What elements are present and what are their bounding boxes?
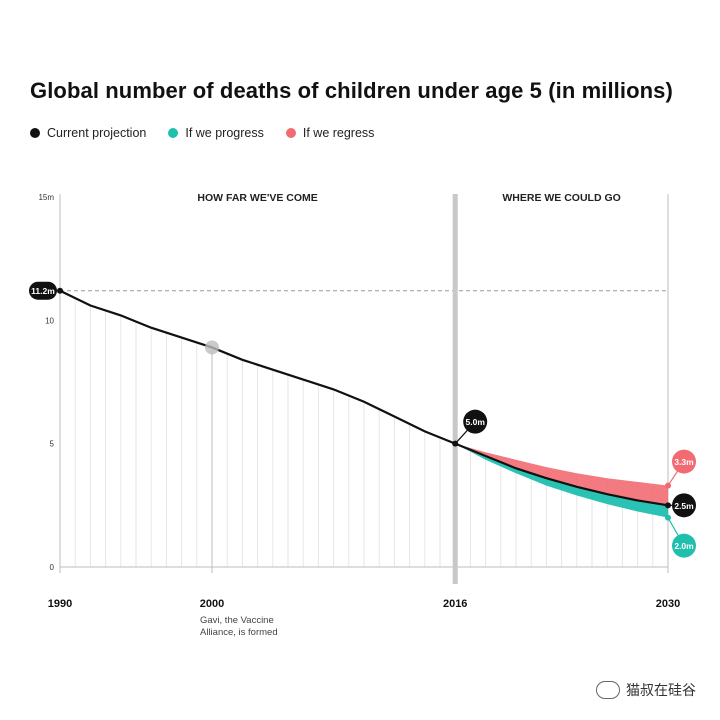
x-tick-label: 2016: [443, 598, 467, 610]
legend-item-current: Current projection: [30, 126, 146, 140]
start-label-badge: [29, 281, 57, 300]
regress-band: [455, 443, 668, 506]
y-tick-label: 5: [50, 440, 55, 449]
start-label-text: 11.2m: [31, 286, 55, 296]
x-tick-label: 1990: [48, 598, 72, 610]
end-point: [665, 482, 671, 489]
end-label-badge: [672, 449, 696, 474]
legend: Current projection If we progress If we …: [30, 126, 374, 140]
annotation-marker: [205, 340, 219, 355]
chart-title: Global number of deaths of children unde…: [30, 78, 673, 103]
end-point: [665, 502, 671, 509]
end-point: [452, 440, 459, 447]
legend-item-regress: If we regress: [285, 126, 375, 140]
end-label-text: 2.5m: [674, 501, 694, 511]
annotation-text-line: Gavi, the Vaccine: [200, 615, 274, 626]
legend-swatch-progress: [168, 128, 179, 138]
annotation-text: Gavi, the Vaccine Alliance, is formed: [200, 615, 278, 638]
legend-swatch-current: [30, 128, 40, 138]
y-tick-label: 15m: [38, 193, 54, 202]
end-label-badge: [672, 493, 696, 518]
section-label-0: HOW FAR WE'VE COME: [197, 192, 317, 204]
watermark: 猫叔在硅谷: [596, 680, 696, 700]
y-tick-label: 10: [45, 316, 54, 325]
section-divider: [452, 194, 458, 584]
legend-label-progress: If we progress: [185, 126, 264, 140]
legend-label-regress: If we regress: [302, 126, 375, 140]
end-label-badge: [672, 533, 696, 558]
end-point: [665, 514, 671, 521]
annotation-text-line: Alliance, is formed: [200, 627, 278, 638]
end-label-text: 5.0m: [466, 417, 486, 427]
section-label-1: WHERE WE COULD GO: [502, 192, 620, 204]
current-projection-line: [59, 289, 669, 507]
progress-band: [455, 443, 668, 518]
watermark-text: 猫叔在硅谷: [626, 682, 696, 698]
x-tick-label: 2000: [200, 598, 224, 610]
start-point: [57, 287, 63, 294]
legend-label-current: Current projection: [47, 126, 147, 140]
legend-item-progress: If we progress: [168, 126, 264, 140]
chat-bubble-icon: [596, 681, 620, 699]
end-label-text: 2.0m: [674, 541, 694, 551]
legend-swatch-regress: [285, 128, 296, 138]
y-tick-label: 0: [50, 563, 55, 572]
x-tick-label: 2030: [656, 598, 680, 610]
end-label-text: 3.3m: [674, 457, 694, 467]
end-label-badge: [463, 409, 488, 434]
